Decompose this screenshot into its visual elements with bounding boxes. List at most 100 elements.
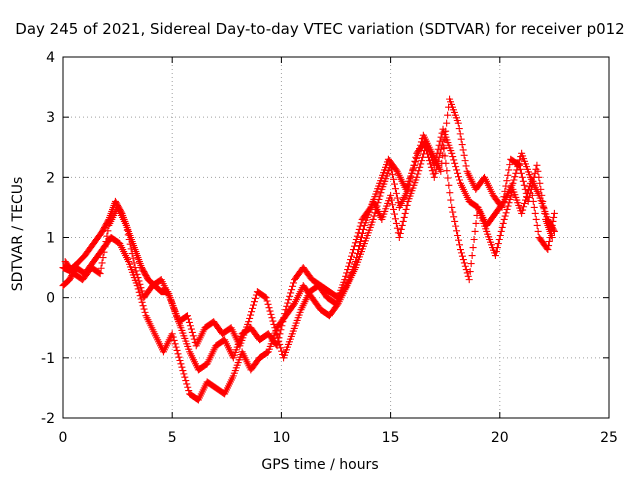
trace-marker [414, 151, 422, 159]
trace-marker [499, 219, 507, 227]
trace-marker [501, 187, 509, 195]
trace-marker [356, 222, 364, 230]
y-tick-label: 2 [46, 170, 55, 186]
trace-marker [265, 304, 273, 312]
trace-marker [456, 241, 464, 249]
trace-marker [503, 177, 511, 185]
trace-marker [467, 260, 475, 268]
data-point [465, 276, 473, 284]
trace-marker [397, 225, 405, 233]
trace-marker [514, 161, 522, 169]
data-point [395, 234, 403, 241]
trace-marker [346, 259, 354, 267]
trace-marker [506, 161, 514, 169]
trace-marker [140, 305, 148, 313]
trace-marker [443, 119, 451, 127]
x-tick-label: 15 [382, 430, 400, 446]
trace-marker [531, 209, 539, 217]
trace-marker [539, 197, 547, 205]
trace-marker [417, 138, 425, 146]
trace-marker [459, 146, 467, 154]
trace-marker [468, 252, 476, 260]
trace-marker [286, 292, 294, 300]
trace-marker [449, 153, 457, 161]
trace-marker [415, 145, 423, 153]
data-point [550, 209, 558, 217]
trace-marker [356, 242, 364, 250]
trace-marker [464, 272, 472, 280]
trace-marker [285, 296, 293, 304]
trace-marker [278, 347, 286, 355]
trace-marker [264, 300, 272, 308]
trace-marker [377, 189, 385, 197]
x-tick-label: 10 [272, 430, 290, 446]
trace-marker [400, 213, 408, 221]
trace-marker [516, 165, 524, 173]
trace-marker [507, 192, 515, 200]
trace-marker [129, 254, 137, 262]
trace-marker [526, 189, 534, 197]
trace-marker [454, 231, 462, 239]
trace-marker [138, 287, 146, 295]
trace-marker [352, 236, 360, 244]
trace-marker [511, 173, 519, 181]
x-tick-label: 20 [491, 430, 509, 446]
trace-marker [530, 203, 538, 211]
trace-marker [268, 314, 276, 322]
data-point [411, 161, 419, 169]
trace-marker [461, 262, 469, 270]
trace-marker [402, 205, 410, 213]
y-tick-label: 3 [46, 110, 55, 126]
data-point [430, 173, 438, 181]
trace-marker [502, 209, 510, 217]
trace-marker [455, 236, 463, 244]
trace-marker [370, 212, 378, 220]
trace-marker [103, 232, 111, 240]
trace-marker [541, 209, 549, 217]
data-point [533, 161, 541, 169]
trace-marker [249, 304, 257, 312]
trace-marker [504, 202, 512, 210]
trace-marker [172, 343, 180, 351]
trace-marker [276, 330, 284, 338]
data-point [387, 191, 395, 199]
trace-marker [350, 242, 358, 250]
trace-marker [501, 212, 509, 220]
trace-marker [497, 202, 505, 210]
grid-lines [63, 57, 609, 418]
trace-marker [431, 169, 439, 177]
trace-marker [181, 373, 189, 381]
trace-marker [440, 143, 448, 151]
trace-marker [446, 189, 454, 197]
trace-marker [389, 201, 397, 209]
trace-marker [447, 196, 455, 204]
trace-marker [444, 111, 452, 119]
trace-marker [273, 330, 281, 338]
trace-marker [529, 177, 537, 185]
trace-marker [398, 221, 406, 229]
trace-marker [396, 229, 404, 237]
trace-marker [532, 215, 540, 223]
trace-marker [392, 219, 400, 227]
trace-marker [517, 169, 525, 177]
data-point [500, 215, 508, 223]
trace-marker [187, 325, 195, 333]
x-axis-label: GPS time / hours [261, 457, 379, 473]
y-tick-label: -1 [41, 351, 55, 367]
trace-marker [190, 335, 198, 343]
data-point [341, 276, 349, 284]
trace-marker [390, 175, 398, 183]
trace-marker [250, 298, 258, 306]
trace-marker [393, 194, 401, 202]
trace-marker [412, 158, 420, 166]
trace-marker [98, 259, 106, 267]
trace-marker [246, 314, 254, 322]
trace-marker [178, 363, 186, 371]
trace-marker [540, 203, 548, 211]
trace-marker [414, 170, 422, 178]
trace-marker [510, 176, 518, 184]
data-point [509, 179, 517, 187]
data-point [448, 149, 456, 157]
trace-marker [527, 185, 535, 193]
